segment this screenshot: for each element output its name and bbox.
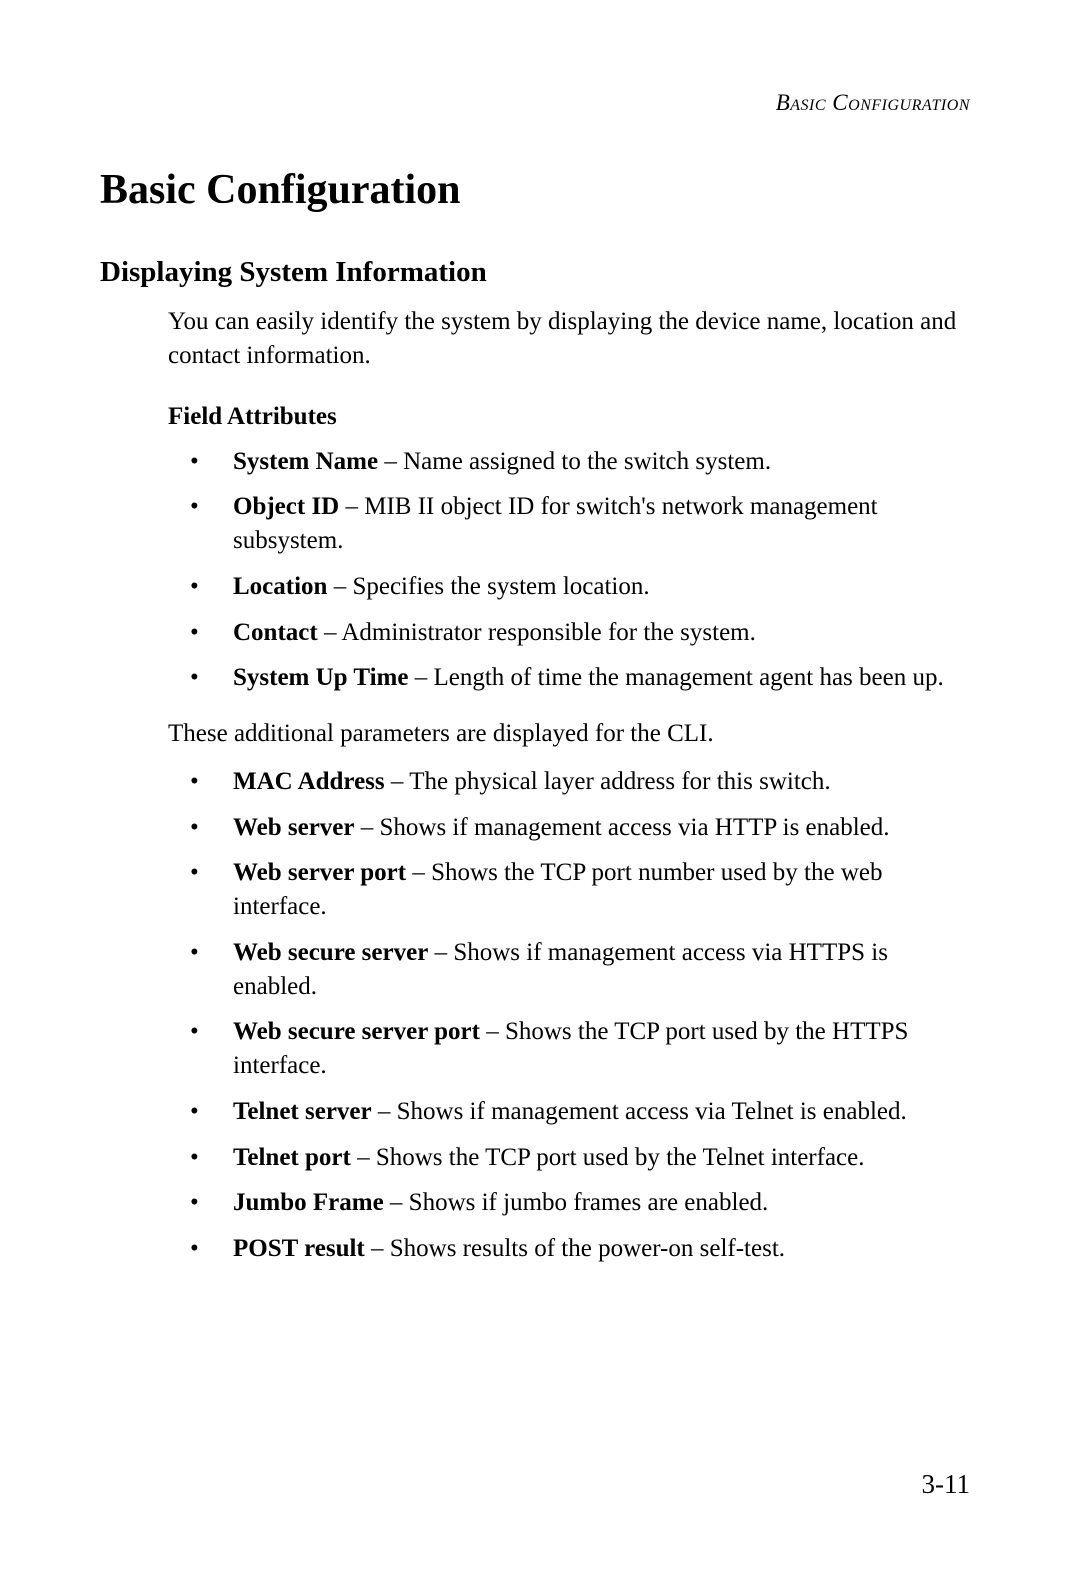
desc: Shows the TCP port used by the Telnet in…: [376, 1144, 865, 1171]
list-item: Telnet port – Shows the TCP port used by…: [168, 1141, 970, 1175]
list-item: Web secure server – Shows if management …: [168, 936, 970, 1004]
term: System Name: [233, 448, 378, 475]
page-header-label: Basic Configuration: [100, 90, 970, 116]
list-item: System Name – Name assigned to the switc…: [168, 445, 970, 479]
desc: Shows results of the power-on self-test.: [390, 1235, 785, 1262]
field-attributes-heading: Field Attributes: [100, 403, 970, 431]
list-item: Object ID – MIB II object ID for switch'…: [168, 490, 970, 558]
list-item: POST result – Shows results of the power…: [168, 1232, 970, 1266]
term: Web server: [233, 814, 354, 841]
list-item: Web server port – Shows the TCP port num…: [168, 856, 970, 924]
desc: The physical layer address for this swit…: [409, 768, 830, 795]
term: Contact: [233, 619, 318, 646]
term: Web secure server: [233, 939, 428, 966]
list-item: Web secure server port – Shows the TCP p…: [168, 1015, 970, 1083]
desc: Shows if jumbo frames are enabled.: [409, 1189, 769, 1216]
term: Telnet port: [233, 1144, 351, 1171]
cli-parameters-list: MAC Address – The physical layer address…: [100, 765, 970, 1266]
field-attributes-list: System Name – Name assigned to the switc…: [100, 445, 970, 696]
term: Jumbo Frame: [233, 1189, 384, 1216]
desc: Length of time the management agent has …: [433, 664, 943, 691]
desc: Name assigned to the switch system.: [403, 448, 771, 475]
desc: Specifies the system location.: [352, 573, 649, 600]
list-item: System Up Time – Length of time the mana…: [168, 661, 970, 695]
desc: Shows if management access via HTTP is e…: [379, 814, 889, 841]
cli-paragraph: These additional parameters are displaye…: [100, 717, 970, 751]
term: Web server port: [233, 859, 406, 886]
term: System Up Time: [233, 664, 408, 691]
page-number: 3-11: [922, 1469, 971, 1500]
desc: Shows if management access via Telnet is…: [397, 1098, 907, 1125]
list-item: Telnet server – Shows if management acce…: [168, 1095, 970, 1129]
main-title: Basic Configuration: [100, 166, 970, 214]
term: Object ID: [233, 493, 339, 520]
term: Web secure server port: [233, 1018, 480, 1045]
intro-paragraph: You can easily identify the system by di…: [100, 305, 970, 373]
term: Location: [233, 573, 327, 600]
sub-title: Displaying System Information: [100, 256, 970, 289]
list-item: Jumbo Frame – Shows if jumbo frames are …: [168, 1186, 970, 1220]
term: MAC Address: [233, 768, 385, 795]
list-item: Web server – Shows if management access …: [168, 811, 970, 845]
desc: Administrator responsible for the system…: [341, 619, 756, 646]
term: POST result: [233, 1235, 365, 1262]
list-item: Contact – Administrator responsible for …: [168, 616, 970, 650]
list-item: Location – Specifies the system location…: [168, 570, 970, 604]
term: Telnet server: [233, 1098, 372, 1125]
list-item: MAC Address – The physical layer address…: [168, 765, 970, 799]
